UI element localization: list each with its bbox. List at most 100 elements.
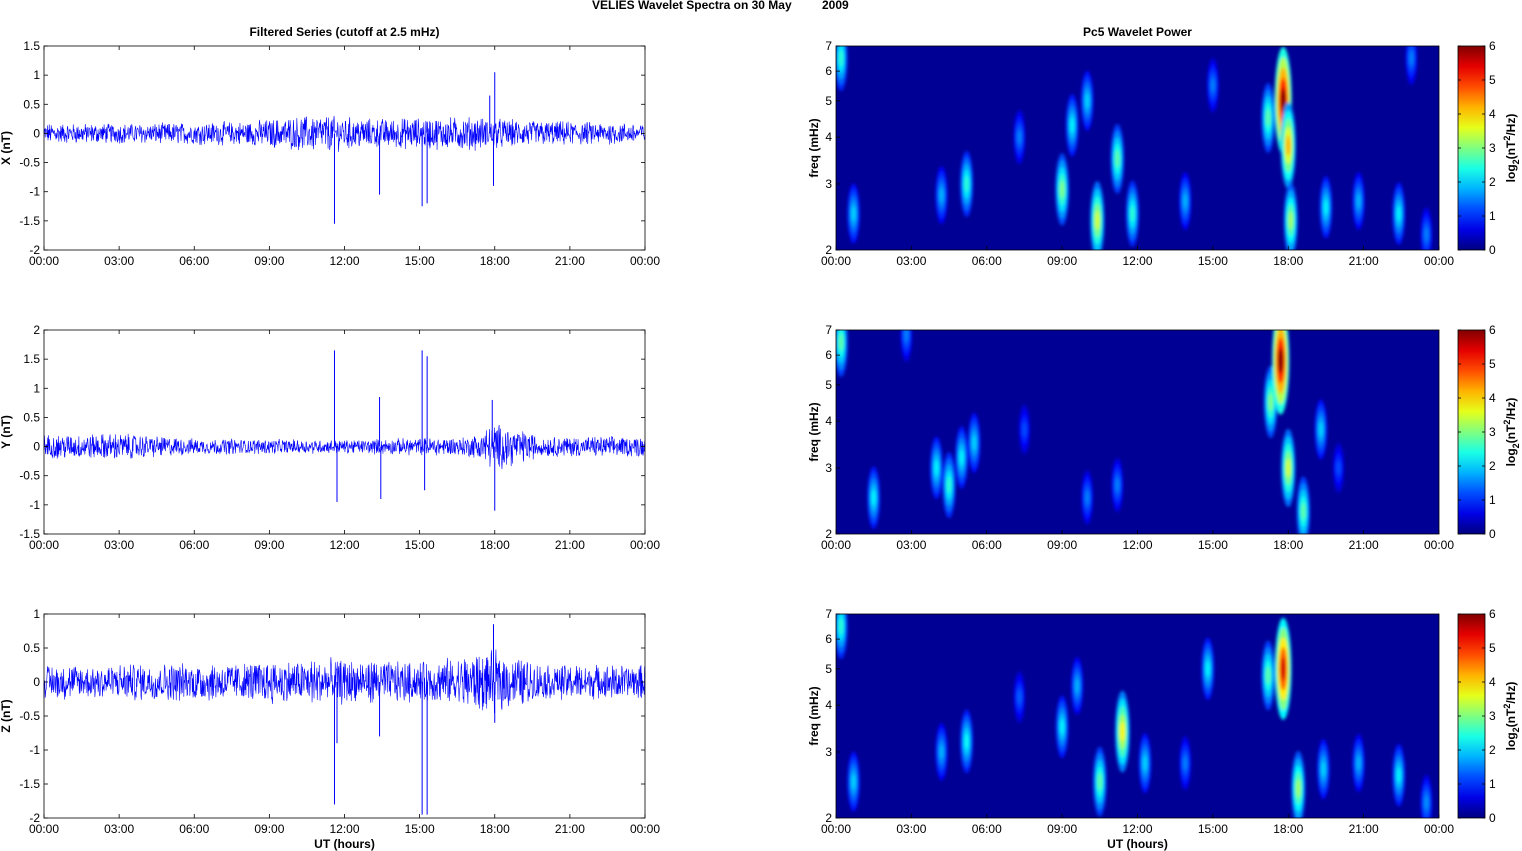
y-tick-label: 3 <box>825 745 832 759</box>
colorbar-tick-label: 0 <box>1489 527 1496 541</box>
x-tick-label: 18:00 <box>480 822 510 836</box>
power-blob-17 <box>1288 211 1293 230</box>
colorbar-tick-label: 5 <box>1489 641 1496 655</box>
x-tick-label: 15:00 <box>405 538 435 552</box>
power-blob-2 <box>851 206 856 222</box>
y-tick-label: 6 <box>825 632 832 646</box>
y-tick-label: -0.5 <box>19 709 40 723</box>
power-blob-13 <box>1266 666 1271 684</box>
y-tick-label: -1 <box>29 185 40 199</box>
x-tick-label: 18:00 <box>480 254 510 268</box>
power-blob-8 <box>1095 210 1100 230</box>
x-tick-label: 09:00 <box>1047 538 1077 552</box>
colorbar-tick-label: 5 <box>1489 357 1496 371</box>
power-blob-22 <box>1424 227 1429 242</box>
x-tick-label: 18:00 <box>1273 822 1303 836</box>
colorbar-tick-label: 2 <box>1489 175 1496 189</box>
x-tick-label: 00:00 <box>29 538 59 552</box>
power-blob-9 <box>1120 721 1125 742</box>
power-blob-5 <box>946 476 952 494</box>
y-tick-label: 0.5 <box>23 641 40 655</box>
x-tick-label: 21:00 <box>555 254 585 268</box>
power-blob-6 <box>1060 719 1065 735</box>
y-tick-label: -1 <box>29 498 40 512</box>
y-tick-label: 6 <box>825 64 832 78</box>
data-series-trace <box>43 115 646 152</box>
x-tick-label: 09:00 <box>254 822 284 836</box>
x-tick-label: 00:00 <box>630 538 660 552</box>
x-tick-label: 00:00 <box>29 254 59 268</box>
power-blob-19 <box>1356 193 1361 209</box>
heatmap-panel-2: 2 3 4 5 6 7 00:00 03:00 06:00 09:00 12:00 15:00 18:0… <box>807 323 1521 552</box>
y-tick-label: 2 <box>825 527 832 541</box>
power-blob-14 <box>1280 656 1286 681</box>
y-tick-label: 2 <box>825 243 832 257</box>
power-blob-1 <box>838 617 844 635</box>
x-tick-label: 06:00 <box>179 538 209 552</box>
x-tick-label: 15:00 <box>1198 254 1228 268</box>
colorbar-tick-label: 6 <box>1489 323 1496 337</box>
power-blob-14 <box>1266 109 1271 127</box>
colorbar-tick-label: 4 <box>1489 391 1496 405</box>
x-tick-label: 18:00 <box>480 538 510 552</box>
power-blob-2 <box>851 774 856 790</box>
y-tick-label: 4 <box>825 698 832 712</box>
y-tick-label: -0.5 <box>19 156 40 170</box>
power-blob-3 <box>904 330 909 342</box>
heatmap-panel-1: 2 3 4 5 6 7 00:00 03:00 06:00 09:00 12:00 15:00 18:0… <box>807 25 1521 268</box>
x-tick-label: 15:00 <box>405 822 435 836</box>
heatmap-panel-3: 2 3 4 5 6 7 00:00 03:00 06:00 09:00 12:00 15:00 18:0… <box>807 607 1521 851</box>
x-tick-label: 12:00 <box>1122 254 1152 268</box>
y-tick-label: 0.5 <box>23 97 40 111</box>
x-tick-label: 00:00 <box>630 822 660 836</box>
x-axis-label: UT (hours) <box>1107 837 1168 851</box>
x-tick-label: 06:00 <box>972 538 1002 552</box>
y-axis-label: Z (nT) <box>0 699 13 732</box>
power-blob-7 <box>972 435 977 451</box>
x-tick-label: 21:00 <box>555 538 585 552</box>
x-tick-label: 06:00 <box>972 822 1002 836</box>
power-blob-4 <box>934 460 939 476</box>
x-tick-label: 09:00 <box>254 538 284 552</box>
power-blob-9 <box>1085 490 1090 505</box>
x-tick-label: 12:00 <box>329 538 359 552</box>
colorbar-tick-label: 1 <box>1489 209 1496 223</box>
power-blob-15 <box>1296 779 1301 798</box>
power-blob-18 <box>1323 199 1329 216</box>
power-blob-2 <box>871 489 876 506</box>
colorbar-tick-label: 4 <box>1489 107 1496 121</box>
y-tick-label: 1.5 <box>23 352 40 366</box>
colorbar-tick-label: 2 <box>1489 743 1496 757</box>
colorbar-tick-label: 5 <box>1489 73 1496 87</box>
colorbar-tick-label: 3 <box>1489 425 1496 439</box>
x-tick-label: 06:00 <box>972 254 1002 268</box>
x-tick-label: 21:00 <box>1349 538 1379 552</box>
line-panel-3: -2 -1.5 -1 -0.5 0 0.5 1 00:00 03:00 06:00 09:00 12:… <box>0 607 660 851</box>
data-series-trace <box>43 424 646 470</box>
y-tick-label: -2 <box>29 243 40 257</box>
line-panel-2: -1.5 -1 -0.5 0 0.5 1 1.5 2 00:00 03:00 06:00 09:00 1… <box>0 323 660 552</box>
x-tick-label: 18:00 <box>1273 538 1303 552</box>
figure-title-left: VELIES Wavelet Spectra on 30 May <box>592 0 792 12</box>
power-blob-15 <box>1318 421 1323 438</box>
colorbar-label: log2(nT2/Hz) <box>1502 682 1521 751</box>
power-blob-3 <box>939 187 944 203</box>
y-tick-label: 3 <box>825 177 832 191</box>
y-tick-label: -2 <box>29 811 40 825</box>
y-tick-label: -1.5 <box>19 777 40 791</box>
heatmap-blobs <box>836 330 1345 534</box>
x-tick-label: 03:00 <box>896 822 926 836</box>
colorbar-tick-label: 1 <box>1489 777 1496 791</box>
x-tick-label: 09:00 <box>254 254 284 268</box>
colorbar-label: log2(nT2/Hz) <box>1502 114 1521 183</box>
x-tick-label: 03:00 <box>104 254 134 268</box>
plot-area <box>44 614 645 818</box>
y-tick-label: 4 <box>825 130 832 144</box>
colorbar-tick-label: 3 <box>1489 141 1496 155</box>
y-tick-label: 5 <box>825 94 832 108</box>
power-blob-18 <box>1396 767 1401 784</box>
power-blob-6 <box>959 449 964 466</box>
power-blob-7 <box>1075 678 1080 694</box>
y-tick-label: -1 <box>29 743 40 757</box>
power-blob-5 <box>1017 130 1022 145</box>
